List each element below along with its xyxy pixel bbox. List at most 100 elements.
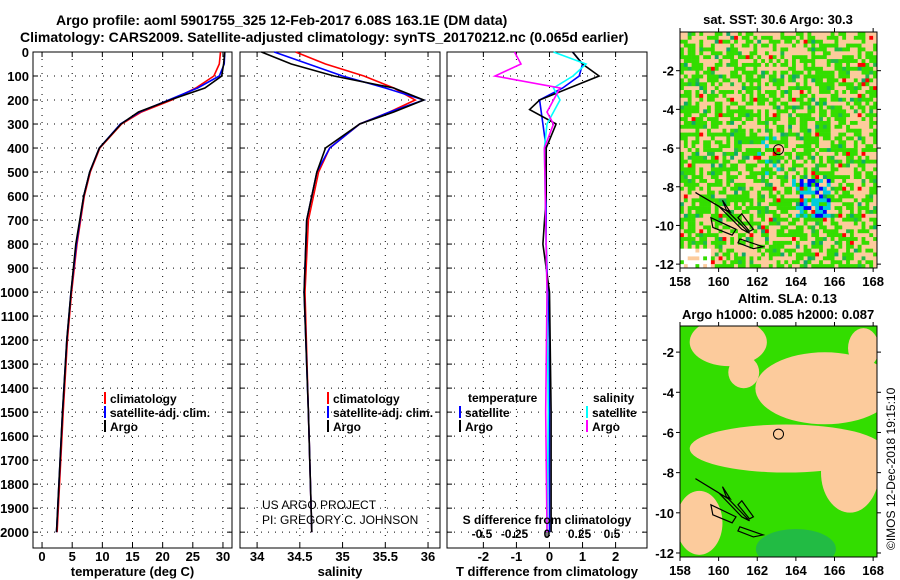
sst-cell bbox=[691, 233, 696, 238]
sst-cell bbox=[741, 248, 747, 253]
sst-cell bbox=[849, 190, 855, 195]
sst-cell bbox=[784, 51, 789, 56]
sst-cell bbox=[857, 186, 862, 191]
sst-cell bbox=[753, 194, 758, 199]
sst-cell bbox=[749, 202, 754, 207]
panel-temperature: 0100200300400500600700800900100011001200… bbox=[0, 45, 233, 579]
sst-cell bbox=[776, 155, 781, 161]
sst-cell bbox=[815, 179, 820, 184]
sst-cell bbox=[780, 62, 785, 68]
sst-cell bbox=[834, 190, 839, 195]
sst-cell bbox=[680, 179, 685, 184]
sst-cell bbox=[822, 256, 828, 261]
sst-cell bbox=[846, 256, 851, 261]
sst-cell bbox=[714, 264, 719, 268]
sst-cell bbox=[788, 264, 793, 268]
sst-cell bbox=[722, 82, 727, 87]
sst-cell bbox=[792, 171, 797, 176]
sst-cell bbox=[737, 151, 743, 157]
sst-cell bbox=[865, 148, 870, 153]
sst-cell bbox=[784, 163, 789, 168]
sst-cell bbox=[822, 148, 828, 153]
sst-cell bbox=[857, 32, 862, 37]
sst-cell bbox=[757, 167, 762, 172]
sst-cell bbox=[703, 144, 708, 149]
sst-cell bbox=[691, 206, 696, 211]
sst-cell bbox=[776, 252, 781, 257]
sst-cell bbox=[776, 225, 781, 230]
sst-cell bbox=[707, 256, 712, 261]
sst-cell bbox=[877, 102, 881, 106]
sst-cell bbox=[722, 217, 727, 222]
sst-cell bbox=[830, 113, 835, 118]
sst-cell bbox=[753, 179, 758, 184]
sst-cell bbox=[865, 82, 870, 87]
sst-cell bbox=[846, 132, 851, 137]
sst-cell bbox=[772, 182, 777, 188]
sst-cell bbox=[718, 225, 723, 230]
sst-cell bbox=[826, 120, 831, 126]
sst-cell bbox=[703, 90, 708, 95]
sst-cell bbox=[699, 70, 704, 75]
sst-cell bbox=[815, 244, 820, 249]
sst-cell bbox=[784, 237, 789, 242]
sst-cell bbox=[761, 194, 766, 199]
sst-cell bbox=[722, 101, 727, 106]
sst-cell bbox=[680, 93, 685, 99]
sst-cell bbox=[768, 66, 774, 72]
sst-cell bbox=[757, 120, 762, 126]
sst-cell bbox=[772, 59, 777, 64]
sst-cell bbox=[846, 124, 851, 130]
sst-cell bbox=[687, 86, 692, 91]
sst-cell bbox=[683, 225, 689, 230]
sst-cell bbox=[819, 264, 824, 268]
sst-cell bbox=[680, 144, 685, 149]
sst-cell bbox=[761, 229, 766, 234]
sst-cell bbox=[707, 113, 712, 118]
sst-cell bbox=[819, 151, 824, 157]
sst-cell bbox=[703, 55, 708, 60]
sst-cell bbox=[795, 144, 801, 149]
sst-cell bbox=[718, 70, 723, 75]
sst-cell bbox=[865, 194, 870, 199]
sst-cell bbox=[730, 35, 735, 41]
sst-cell bbox=[846, 128, 851, 133]
sst-cell bbox=[826, 260, 831, 265]
sst-cell bbox=[842, 229, 847, 234]
sst-cell bbox=[710, 206, 716, 211]
sst-cell bbox=[865, 117, 870, 122]
sst-cell bbox=[826, 140, 831, 145]
sst-cell bbox=[846, 70, 851, 75]
sst-cell bbox=[819, 175, 824, 180]
panel-difference: -2 -1 0 1 2T difference from climatologytemp… bbox=[446, 51, 648, 579]
sst-cell bbox=[683, 43, 689, 48]
sst-cell bbox=[749, 59, 754, 64]
sst-cell bbox=[819, 97, 824, 102]
sst-cell bbox=[753, 186, 758, 191]
sst-cell bbox=[857, 39, 862, 44]
sst-cell bbox=[726, 171, 731, 176]
sst-cell bbox=[795, 32, 801, 37]
sst-cell bbox=[819, 117, 824, 122]
sst-cell bbox=[861, 136, 866, 141]
sst-cell bbox=[753, 70, 758, 75]
sst-cell bbox=[722, 198, 727, 203]
sst-cell bbox=[761, 109, 766, 114]
sst-cell bbox=[680, 109, 685, 114]
sst-cell bbox=[846, 213, 851, 219]
sst-cell bbox=[680, 206, 685, 211]
lon-tick-label: 164 bbox=[785, 274, 807, 289]
sst-cell bbox=[695, 244, 700, 249]
sst-cell bbox=[788, 244, 793, 249]
sst-cell bbox=[726, 74, 731, 79]
sst-cell bbox=[858, 268, 862, 272]
sst-cell bbox=[865, 55, 870, 60]
sst-cell bbox=[761, 182, 766, 188]
sst-cell bbox=[799, 86, 804, 91]
sst-cell bbox=[691, 105, 696, 110]
sst-cell bbox=[691, 182, 696, 188]
sst-cell bbox=[784, 213, 789, 219]
sst-cell bbox=[768, 136, 774, 141]
sst-cell bbox=[737, 209, 743, 215]
